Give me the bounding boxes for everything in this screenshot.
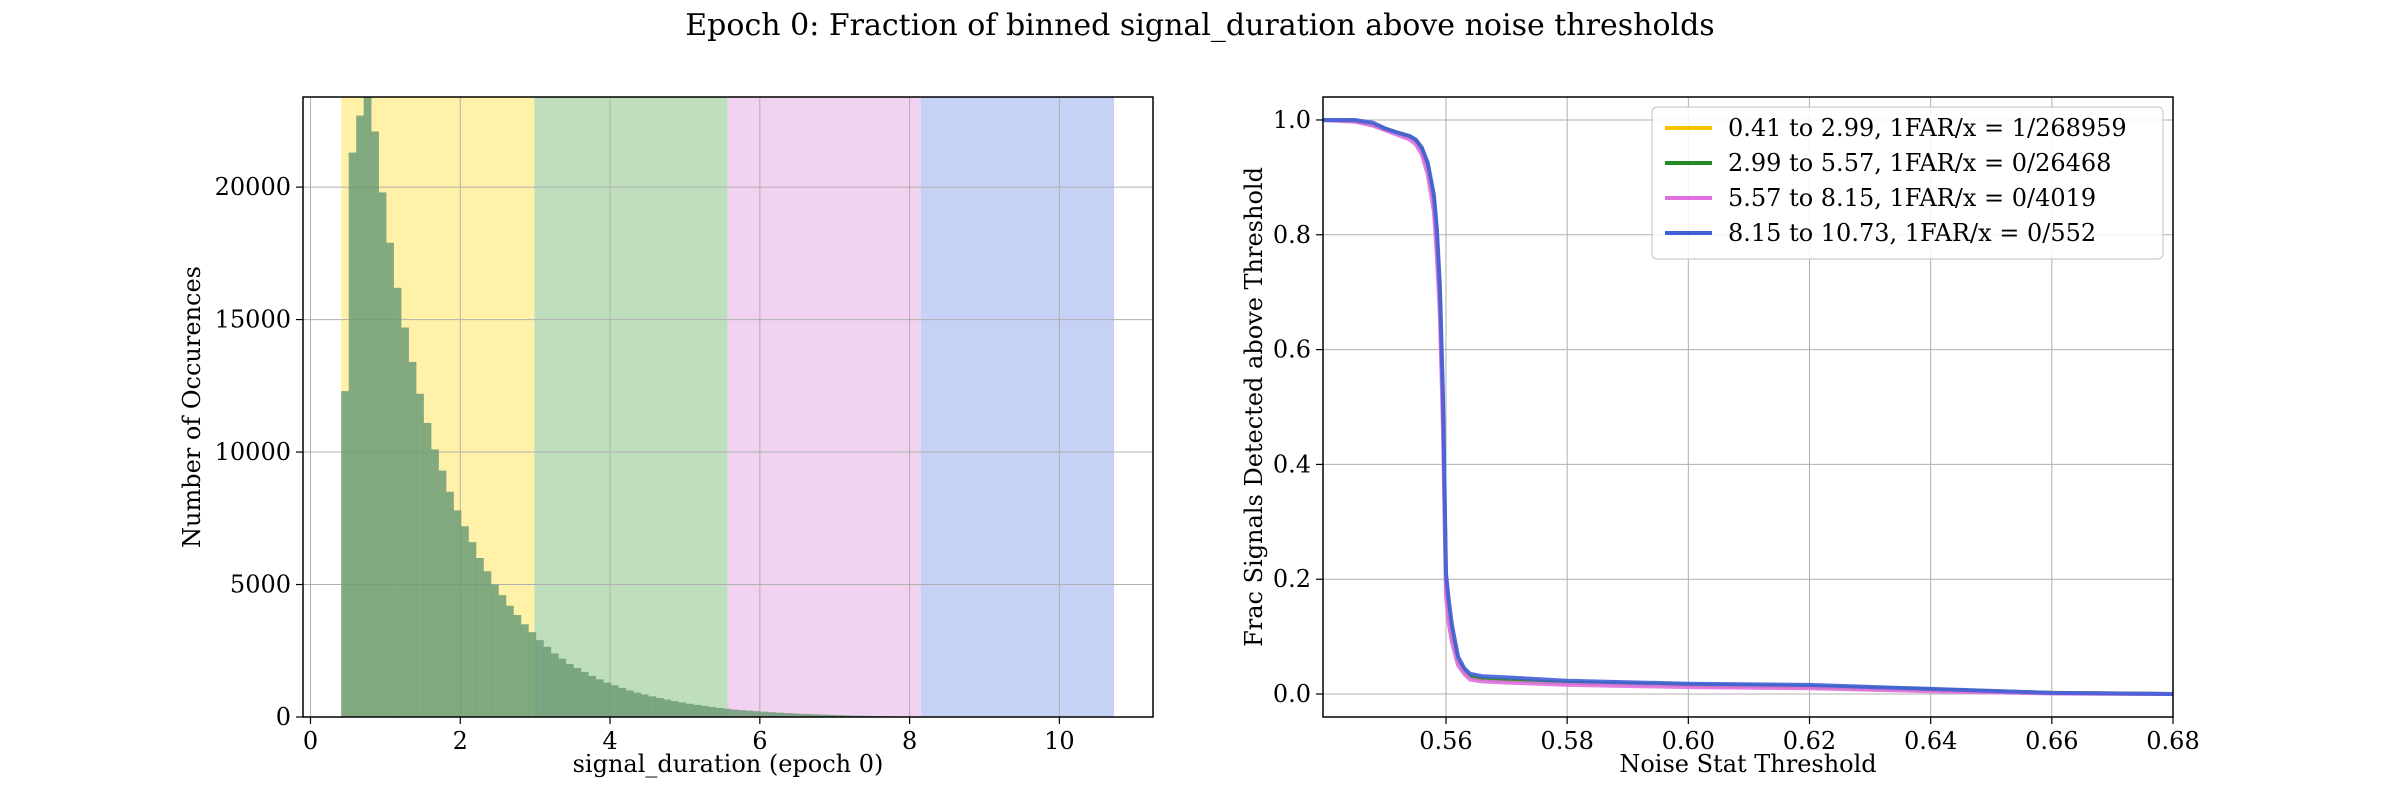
- y-tick-label: 15000: [215, 306, 291, 334]
- histogram-bar: [641, 694, 649, 717]
- histogram-bar: [349, 153, 357, 717]
- histogram-bar: [573, 668, 581, 717]
- histogram-bar: [506, 606, 514, 717]
- histogram-bar: [626, 691, 634, 717]
- histogram-bar: [409, 362, 417, 717]
- y-tick-label: 5000: [230, 571, 291, 599]
- histogram-bar: [364, 97, 372, 717]
- histogram-bar: [708, 707, 716, 717]
- histogram-bar: [394, 288, 402, 717]
- histogram-bar: [379, 192, 387, 717]
- histogram-bar: [581, 672, 589, 717]
- histogram-bar: [566, 664, 574, 717]
- histogram-bar: [596, 679, 604, 717]
- histogram-bar: [656, 698, 664, 717]
- duration-band-2: [534, 97, 727, 717]
- legend-label-4: 8.15 to 10.73, 1FAR/x = 0/552: [1728, 219, 2096, 247]
- x-tick-label: 0.68: [2146, 727, 2199, 755]
- histogram-bar: [723, 709, 731, 717]
- histogram-bar: [761, 712, 769, 717]
- histogram-bar: [693, 705, 701, 717]
- histogram-bar: [431, 449, 439, 717]
- histogram-bar: [454, 510, 462, 717]
- x-tick-label: 0: [303, 727, 318, 755]
- x-tick-label: 0.58: [1540, 727, 1593, 755]
- histogram-bar: [424, 423, 432, 717]
- histogram-bar: [513, 615, 521, 717]
- histogram-bar: [746, 711, 754, 717]
- x-tick-label: 8: [902, 727, 917, 755]
- histogram-bar: [483, 571, 491, 717]
- histogram-bar: [476, 558, 484, 717]
- histogram-bar: [671, 701, 679, 717]
- histogram-bar: [461, 526, 469, 717]
- legend-label-1: 0.41 to 2.99, 1FAR/x = 1/268959: [1728, 114, 2127, 142]
- histogram-bar: [446, 492, 454, 717]
- histogram-bar: [731, 710, 739, 717]
- x-tick-label: 10: [1044, 727, 1075, 755]
- y-tick-label: 0.0: [1273, 680, 1311, 708]
- histogram-bar: [551, 653, 559, 717]
- y-tick-label: 0.4: [1273, 450, 1311, 478]
- histogram-bar: [738, 710, 746, 717]
- histogram-bar: [416, 394, 424, 717]
- y-tick-label: 10000: [215, 438, 291, 466]
- y-tick-label: 0.2: [1273, 565, 1311, 593]
- duration-band-3: [728, 97, 921, 717]
- y-tick-label: 0.8: [1273, 221, 1311, 249]
- histogram-bar: [701, 706, 709, 717]
- histogram-bar: [521, 624, 529, 717]
- x-tick-label: 0.66: [2025, 727, 2078, 755]
- histogram-bar: [753, 711, 761, 717]
- histogram-bar: [356, 116, 364, 717]
- histogram-bar: [716, 708, 724, 717]
- histogram-bar: [543, 647, 551, 717]
- histogram-bar: [648, 696, 656, 717]
- histogram-bar: [686, 704, 694, 717]
- histogram-bar: [678, 702, 686, 717]
- histogram-bar: [371, 131, 379, 717]
- histogram-bar: [536, 640, 544, 717]
- histogram-bar: [528, 632, 536, 717]
- histogram-xlabel: signal_duration (epoch 0): [573, 750, 884, 778]
- threshold-xlabel: Noise Stat Threshold: [1619, 750, 1876, 778]
- histogram-bar: [401, 328, 409, 717]
- histogram-bar: [498, 595, 506, 717]
- y-tick-label: 1.0: [1273, 106, 1311, 134]
- histogram-bar: [469, 542, 477, 717]
- histogram-bar: [491, 585, 499, 717]
- histogram-bar: [439, 471, 447, 717]
- legend-label-2: 2.99 to 5.57, 1FAR/x = 0/26468: [1728, 149, 2111, 177]
- x-tick-label: 0.64: [1904, 727, 1957, 755]
- histogram-bar: [558, 659, 566, 717]
- y-tick-label: 0: [276, 703, 291, 731]
- figure-title: Epoch 0: Fraction of binned signal_durat…: [0, 8, 2400, 43]
- y-tick-label: 20000: [215, 173, 291, 201]
- threshold-ylabel: Frac Signals Detected above Threshold: [1240, 167, 1268, 647]
- x-tick-label: 0.56: [1419, 727, 1472, 755]
- legend-label-3: 5.57 to 8.15, 1FAR/x = 0/4019: [1728, 184, 2096, 212]
- x-tick-label: 2: [453, 727, 468, 755]
- duration-band-4: [921, 97, 1114, 717]
- histogram-bar: [341, 391, 349, 717]
- histogram-bar: [618, 688, 626, 717]
- histogram-bar: [588, 676, 596, 717]
- y-tick-label: 0.6: [1273, 336, 1311, 364]
- histogram-bar: [633, 693, 641, 717]
- histogram-bar: [611, 685, 619, 717]
- histogram-bar: [603, 683, 611, 717]
- histogram-bar: [663, 700, 671, 717]
- histogram-bar: [386, 243, 394, 717]
- histogram-ylabel: Number of Occurences: [178, 266, 206, 548]
- legend: 0.41 to 2.99, 1FAR/x = 1/268959 2.99 to 5…: [1652, 107, 2163, 259]
